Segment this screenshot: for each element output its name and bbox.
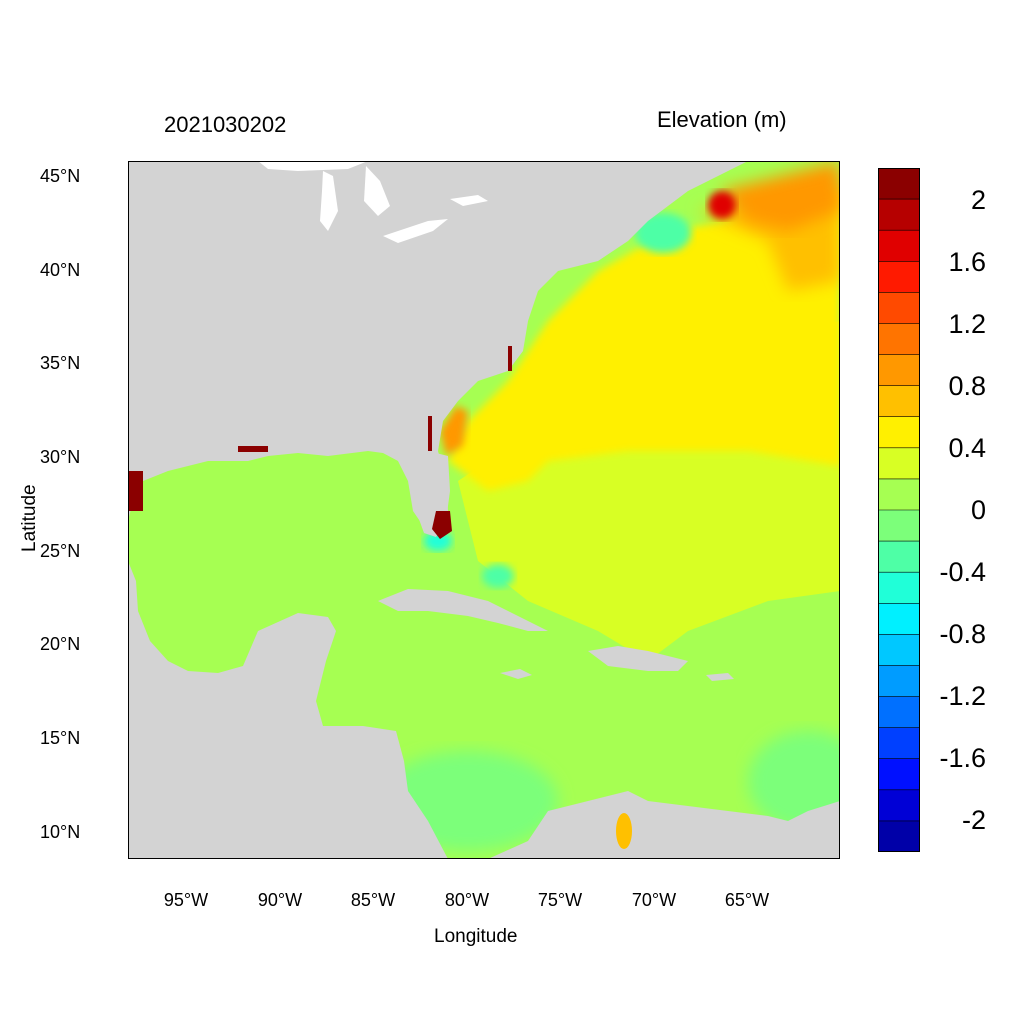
map-timestamp-title: 2021030202 — [164, 112, 287, 137]
colorbar-swatch — [878, 789, 920, 822]
louisiana-coast-spots — [238, 446, 268, 452]
colorbar-label: 1.2 — [948, 309, 986, 339]
lat-tick-label: 35°N — [40, 353, 81, 373]
lake-michigan — [320, 171, 338, 231]
colorbar — [878, 168, 920, 852]
colorbar-label: 0 — [970, 495, 986, 525]
colorbar-swatch — [878, 820, 920, 852]
nova-scotia-high — [708, 191, 736, 219]
colorbar-swatch — [878, 727, 920, 760]
lon-tick-label: 75°W — [537, 890, 583, 910]
colorbar-swatch — [878, 665, 920, 698]
lon-tick-label: 70°W — [631, 890, 677, 910]
colorbar-label: 0.4 — [948, 433, 986, 463]
great-lakes — [258, 161, 488, 243]
atlantic-0.4-0.6-field — [448, 191, 840, 491]
south-florida-surge — [432, 511, 452, 539]
colorbar-swatch — [878, 478, 920, 511]
colorbar-swatch — [878, 758, 920, 791]
atlantic-0.8-1.0-field — [718, 161, 840, 231]
north-america-land — [128, 161, 748, 533]
lon-tick-label: 85°W — [350, 890, 396, 910]
colorbar-swatch — [878, 541, 920, 573]
lat-tick-label: 40°N — [40, 260, 81, 280]
colorbar-label: -1.6 — [939, 743, 986, 773]
x-axis-label: Longitude — [434, 926, 518, 947]
colorbar-swatch — [878, 385, 920, 418]
jamaica-land — [500, 669, 532, 679]
bahamas-low — [482, 564, 514, 588]
colorbar-swatch — [878, 603, 920, 635]
land-masses — [128, 161, 840, 859]
lake-maracaibo-anomaly — [616, 813, 632, 849]
lat-tick-label: 10°N — [40, 822, 81, 842]
mexico-central-america-land — [128, 561, 448, 859]
colorbar-swatch — [878, 168, 920, 200]
colorbar-swatch — [878, 510, 920, 542]
colorbar-swatch — [878, 696, 920, 729]
colorbar-swatch — [878, 634, 920, 666]
colorbar-label: 0.8 — [948, 371, 986, 401]
texas-coast-spots — [128, 471, 143, 511]
colorbar-swatch — [878, 416, 920, 449]
lake-ontario — [450, 195, 488, 206]
caribbean-east-low — [748, 731, 840, 831]
colorbar-swatch — [878, 292, 920, 324]
colorbar-swatch — [878, 261, 920, 293]
carolina-coast-spots — [508, 346, 512, 371]
colorbar-swatch — [878, 447, 920, 480]
variable-title: Elevation (m) — [657, 107, 787, 132]
cuba-land — [378, 589, 548, 631]
lat-tick-label: 25°N — [40, 541, 81, 561]
hispaniola-land — [588, 646, 688, 671]
colorbar-label: -1.2 — [939, 681, 986, 711]
lon-tick-label: 95°W — [163, 890, 209, 910]
georgia-coast-spots — [428, 416, 432, 451]
colorbar-swatch — [878, 199, 920, 231]
lake-superior — [258, 161, 368, 171]
lake-erie — [383, 219, 448, 243]
south-america-land — [488, 791, 840, 859]
lat-tick-label: 20°N — [40, 634, 81, 654]
lon-tick-label: 90°W — [257, 890, 303, 910]
georgia-bight-anomaly — [440, 406, 468, 456]
colorbar-swatch — [878, 323, 920, 356]
colorbar-label: -2 — [961, 805, 986, 835]
lake-huron — [364, 166, 390, 216]
lat-tick-label: 45°N — [40, 166, 81, 186]
y-axis-label: Latitude — [19, 484, 40, 552]
colorbar-swatch — [878, 230, 920, 262]
elevation-map — [128, 161, 840, 859]
florida-straits-low — [424, 531, 452, 551]
colorbar-label: 1.6 — [948, 247, 986, 277]
coastal-surge-spots — [128, 346, 512, 539]
lon-tick-label: 80°W — [444, 890, 490, 910]
colorbar-label: -0.4 — [939, 557, 986, 587]
colorbar-label: 2 — [970, 185, 986, 215]
puerto-rico-land — [706, 673, 734, 681]
map-border — [128, 161, 840, 859]
lat-tick-label: 30°N — [40, 447, 81, 467]
gulf-of-maine-low — [635, 213, 691, 253]
colorbar-swatch — [878, 572, 920, 604]
colorbar-swatch — [878, 354, 920, 387]
lat-tick-label: 15°N — [40, 728, 81, 748]
colorbar-label: -0.8 — [939, 619, 986, 649]
colorbar-border — [878, 168, 920, 852]
lon-tick-label: 65°W — [724, 890, 770, 910]
